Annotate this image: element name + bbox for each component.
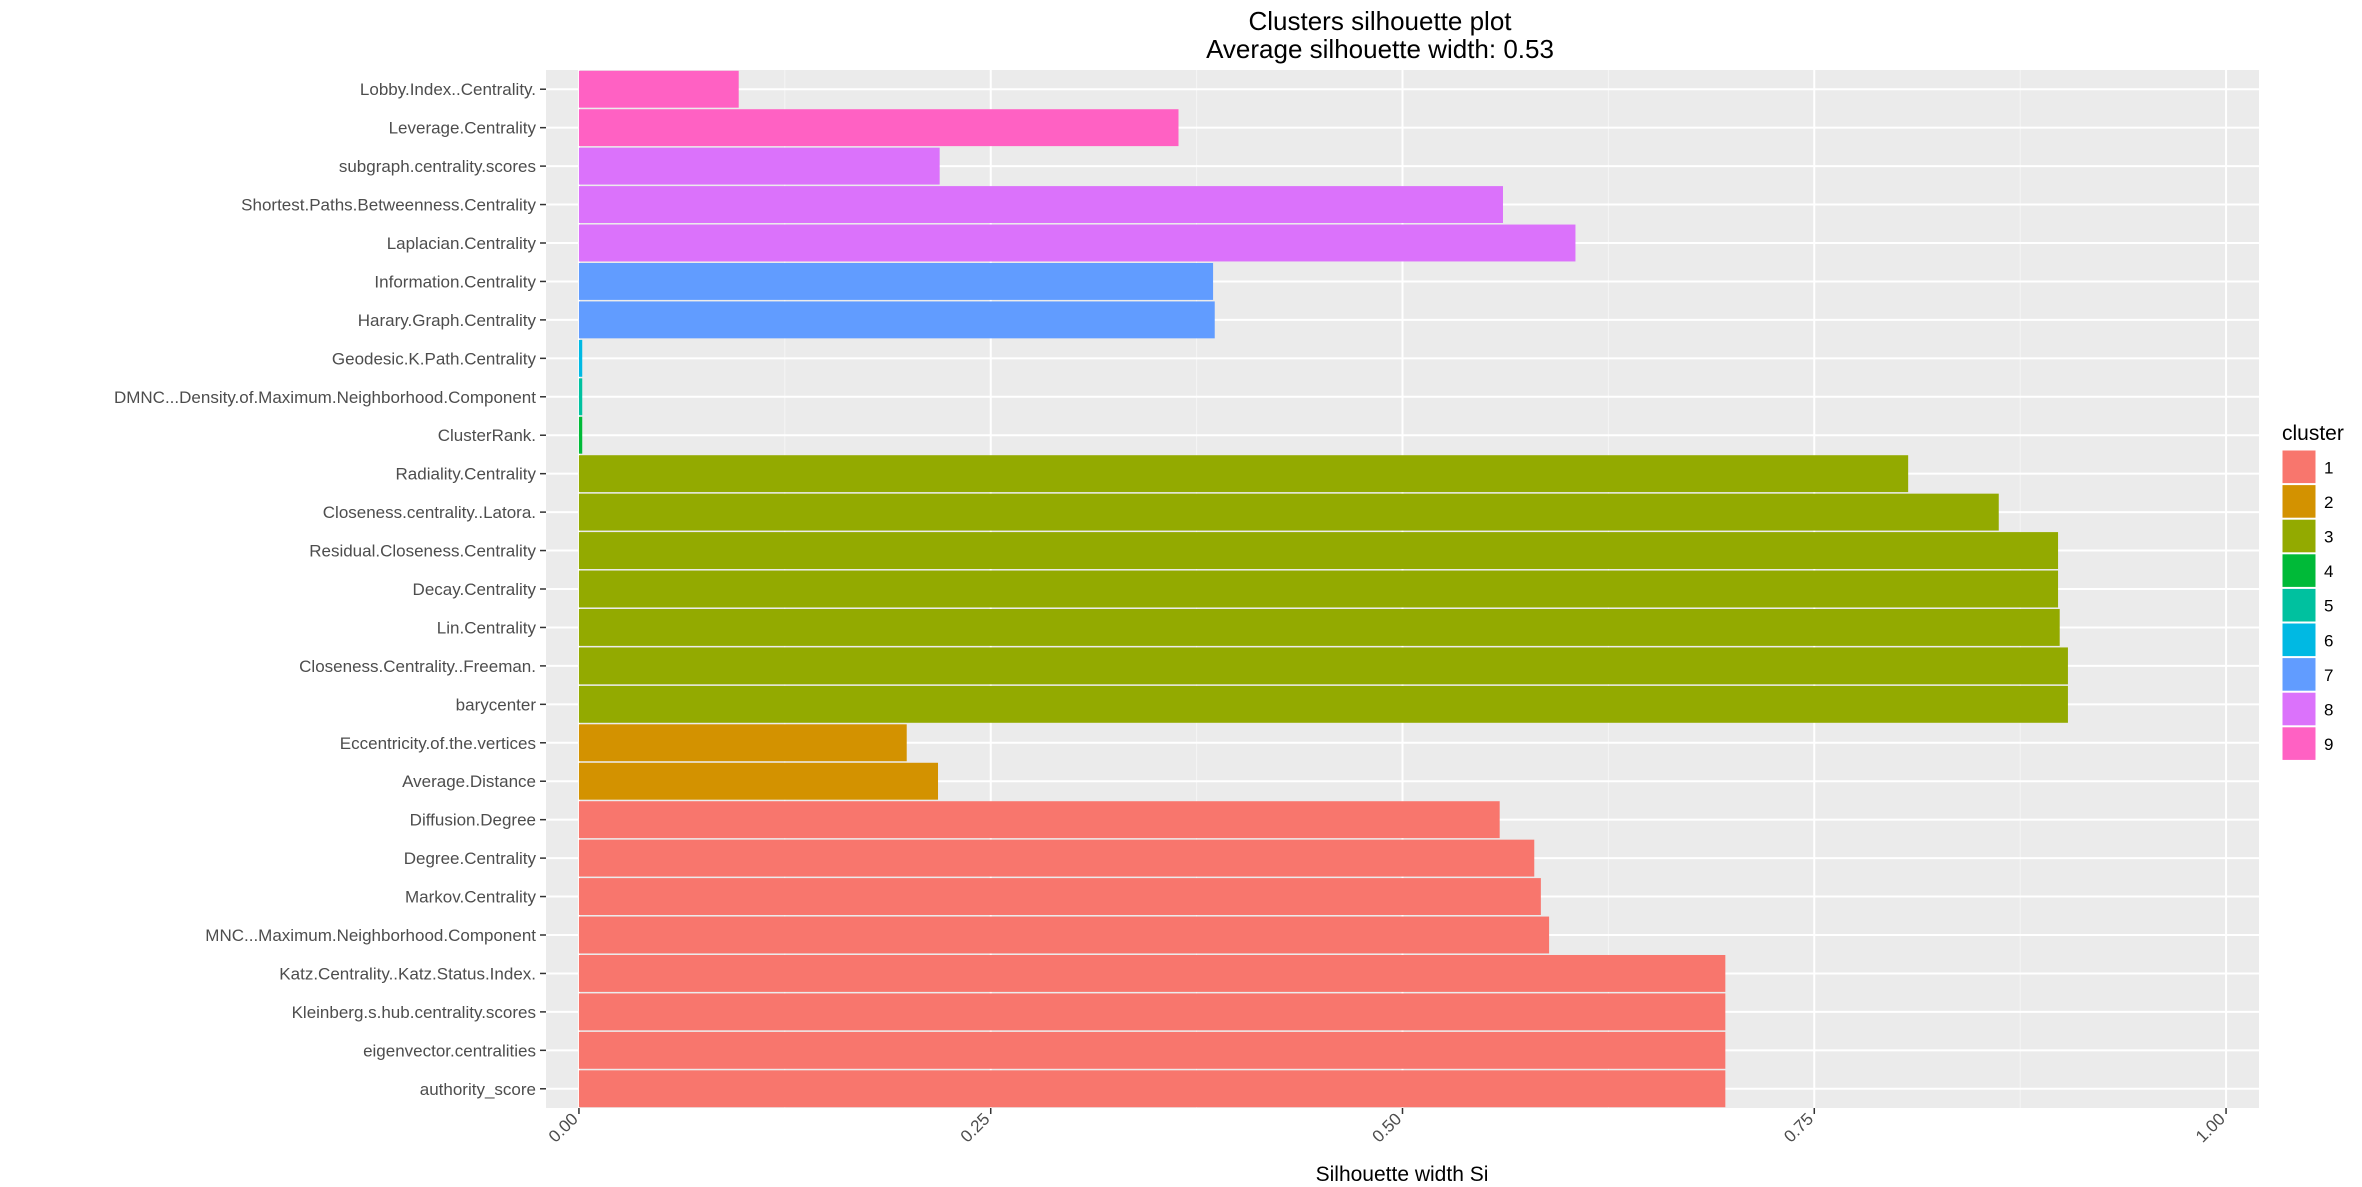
y-tick-label: Diffusion.Degree — [410, 811, 536, 830]
y-tick-label: Information.Centrality — [374, 272, 536, 291]
legend-label-8: 8 — [2324, 701, 2333, 720]
legend-label-2: 2 — [2324, 493, 2333, 512]
bar-16 — [578, 647, 2068, 685]
legend: cluster 1 2 3 4 5 6 7 8 9 — [2281, 422, 2344, 761]
legend-label-4: 4 — [2324, 562, 2333, 581]
bar-25 — [578, 993, 1726, 1031]
y-tick-label: subgraph.centrality.scores — [339, 157, 536, 176]
y-tick-label: Geodesic.K.Path.Centrality — [332, 349, 537, 368]
legend-title: cluster — [2282, 422, 2344, 445]
bar-13 — [578, 532, 2059, 570]
x-tick-label: 0.25 — [957, 1109, 994, 1146]
y-tick-label: Residual.Closeness.Centrality — [309, 542, 536, 561]
x-axis: 0.00 0.25 0.50 0.75 1.00 — [545, 1108, 2229, 1146]
legend-label-9: 9 — [2324, 735, 2333, 754]
legend-key-2 — [2281, 484, 2317, 519]
y-tick-label: barycenter — [456, 695, 537, 714]
legend-label-1: 1 — [2324, 458, 2333, 477]
bar-27 — [578, 1070, 1726, 1108]
bar-7 — [578, 301, 1215, 339]
y-tick-label: Katz.Centrality..Katz.Status.Index. — [279, 964, 536, 983]
legend-key-3 — [2281, 518, 2317, 554]
chart-title: Clusters silhouette plot — [1248, 6, 1512, 36]
x-tick-label: 0.50 — [1368, 1109, 1405, 1146]
bar-11 — [578, 455, 1909, 493]
x-axis-title: Silhouette width Si — [1316, 1163, 1489, 1186]
legend-label-3: 3 — [2324, 528, 2333, 547]
bar-21 — [578, 839, 1535, 877]
x-tick-label: 0.75 — [1780, 1109, 1817, 1146]
bar-20 — [578, 801, 1500, 839]
y-tick-label: Radiality.Centrality — [396, 465, 537, 484]
y-tick-label: authority_score — [420, 1080, 536, 1099]
bar-24 — [578, 954, 1726, 992]
y-tick-label: Lobby.Index..Centrality. — [360, 80, 536, 99]
bar-22 — [578, 878, 1541, 916]
y-tick-label: Harary.Graph.Centrality — [358, 311, 537, 330]
y-tick-label: MNC...Maximum.Neighborhood.Component — [205, 926, 536, 945]
bar-17 — [578, 685, 2068, 723]
bar-8 — [578, 339, 583, 377]
bar-19 — [578, 762, 939, 800]
chart-subtitle: Average silhouette width: 0.53 — [1206, 34, 1554, 64]
bar-1 — [578, 70, 739, 108]
y-tick-label: Kleinberg.s.hub.centrality.scores — [292, 1003, 536, 1022]
legend-label-5: 5 — [2324, 597, 2333, 616]
y-tick-label: Lin.Centrality — [437, 618, 537, 637]
bar-4 — [578, 186, 1503, 224]
y-tick-label: Shortest.Paths.Betweenness.Centrality — [241, 196, 536, 215]
legend-key-6 — [2281, 622, 2317, 658]
legend-key-9 — [2281, 726, 2317, 761]
bar-2 — [578, 109, 1179, 147]
y-tick-label: Closeness.centrality..Latora. — [323, 503, 536, 522]
bar-14 — [578, 570, 2059, 608]
bar-6 — [578, 262, 1214, 300]
bar-3 — [578, 147, 940, 185]
y-tick-label: Closeness.Centrality..Freeman. — [299, 657, 536, 676]
y-tick-label: Leverage.Centrality — [389, 119, 537, 138]
legend-label-6: 6 — [2324, 631, 2333, 650]
y-tick-label: DMNC...Density.of.Maximum.Neighborhood.C… — [114, 388, 536, 407]
legend-key-7 — [2281, 657, 2317, 692]
bar-15 — [578, 608, 2060, 646]
legend-key-5 — [2281, 587, 2317, 623]
bar-10 — [578, 416, 583, 454]
y-tick-label: Laplacian.Centrality — [387, 234, 537, 253]
legend-key-1 — [2281, 449, 2317, 485]
legend-label-7: 7 — [2324, 666, 2333, 685]
bar-18 — [578, 724, 907, 762]
bar-5 — [578, 224, 1576, 262]
y-tick-label: eigenvector.centralities — [363, 1041, 536, 1060]
x-tick-label: 1.00 — [2192, 1109, 2229, 1146]
x-tick-label: 0.00 — [545, 1109, 582, 1146]
legend-key-8 — [2281, 691, 2317, 727]
y-tick-label: Eccentricity.of.the.vertices — [340, 734, 536, 753]
bar-26 — [578, 1031, 1726, 1069]
bars — [578, 70, 2068, 1108]
y-tick-label: Degree.Centrality — [404, 849, 537, 868]
y-tick-label: Markov.Centrality — [405, 888, 536, 907]
y-tick-label: Average.Distance — [402, 772, 536, 791]
bar-12 — [578, 493, 1999, 531]
y-tick-label: Decay.Centrality — [413, 580, 537, 599]
y-axis: Lobby.Index..Centrality. Leverage.Central… — [114, 80, 546, 1099]
legend-key-4 — [2281, 553, 2317, 588]
bar-9 — [578, 378, 583, 416]
bar-23 — [578, 916, 1550, 954]
y-tick-label: ClusterRank. — [438, 426, 536, 445]
